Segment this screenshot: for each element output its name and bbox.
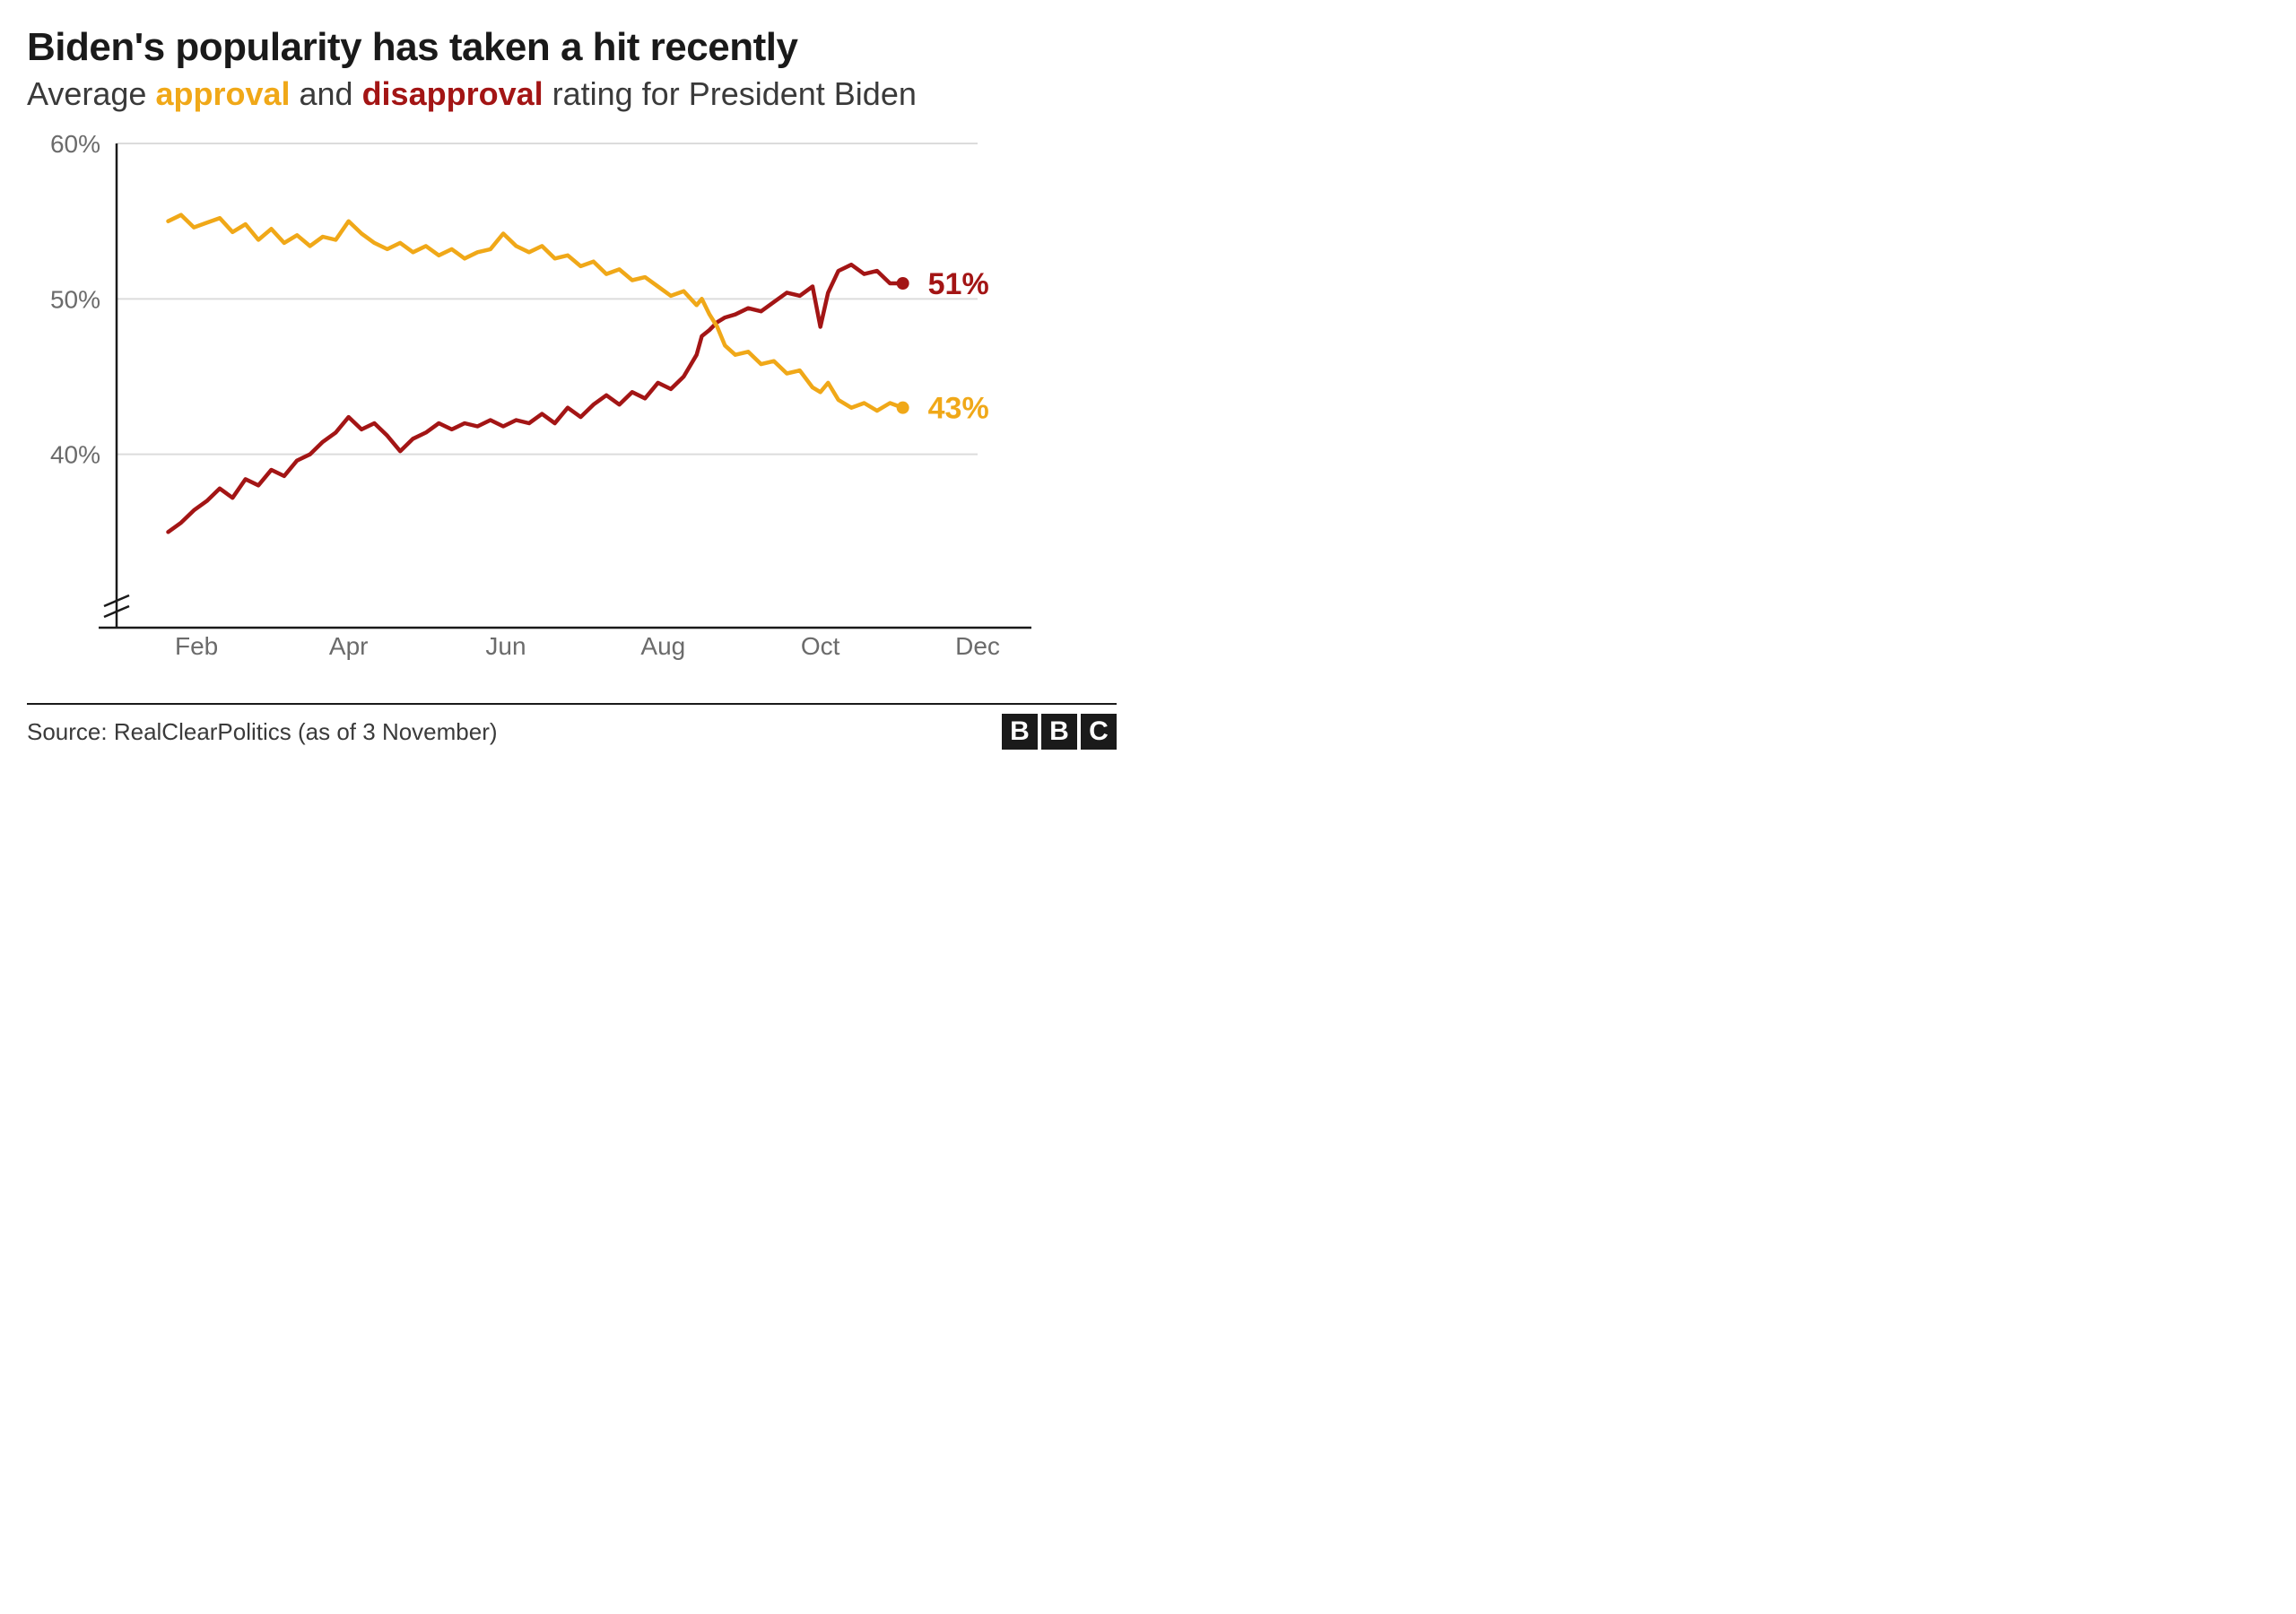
- subtitle-suffix: rating for President Biden: [544, 75, 917, 112]
- source-text: Source: RealClearPolitics (as of 3 Novem…: [27, 718, 498, 746]
- svg-text:43%: 43%: [928, 392, 989, 426]
- svg-text:40%: 40%: [50, 441, 100, 469]
- svg-text:Dec: Dec: [955, 632, 1000, 660]
- svg-text:50%: 50%: [50, 285, 100, 313]
- chart-title: Biden's popularity has taken a hit recen…: [27, 25, 1117, 70]
- subtitle-approval-word: approval: [155, 75, 290, 112]
- chart-svg: 40% 50% 60% Feb Apr Jun Aug Oct Dec 51% 43%: [27, 134, 1117, 690]
- subtitle-mid: and: [290, 75, 361, 112]
- bbc-logo-block: C: [1081, 714, 1117, 750]
- svg-text:51%: 51%: [928, 267, 989, 301]
- chart-plot-area: 40% 50% 60% Feb Apr Jun Aug Oct Dec 51% 43%: [27, 134, 1117, 690]
- svg-text:Oct: Oct: [801, 632, 840, 660]
- svg-text:Aug: Aug: [640, 632, 685, 660]
- svg-text:Feb: Feb: [175, 632, 218, 660]
- bbc-logo: BBC: [1002, 714, 1117, 750]
- subtitle-disapproval-word: disapproval: [362, 75, 544, 112]
- chart-container: Biden's popularity has taken a hit recen…: [0, 0, 1144, 769]
- bbc-logo-block: B: [1002, 714, 1038, 750]
- svg-text:Jun: Jun: [485, 632, 526, 660]
- subtitle-prefix: Average: [27, 75, 155, 112]
- chart-subtitle: Average approval and disapproval rating …: [27, 75, 1117, 113]
- svg-text:Apr: Apr: [329, 632, 369, 660]
- chart-footer: Source: RealClearPolitics (as of 3 Novem…: [27, 703, 1117, 769]
- svg-text:60%: 60%: [50, 134, 100, 158]
- bbc-logo-block: B: [1041, 714, 1077, 750]
